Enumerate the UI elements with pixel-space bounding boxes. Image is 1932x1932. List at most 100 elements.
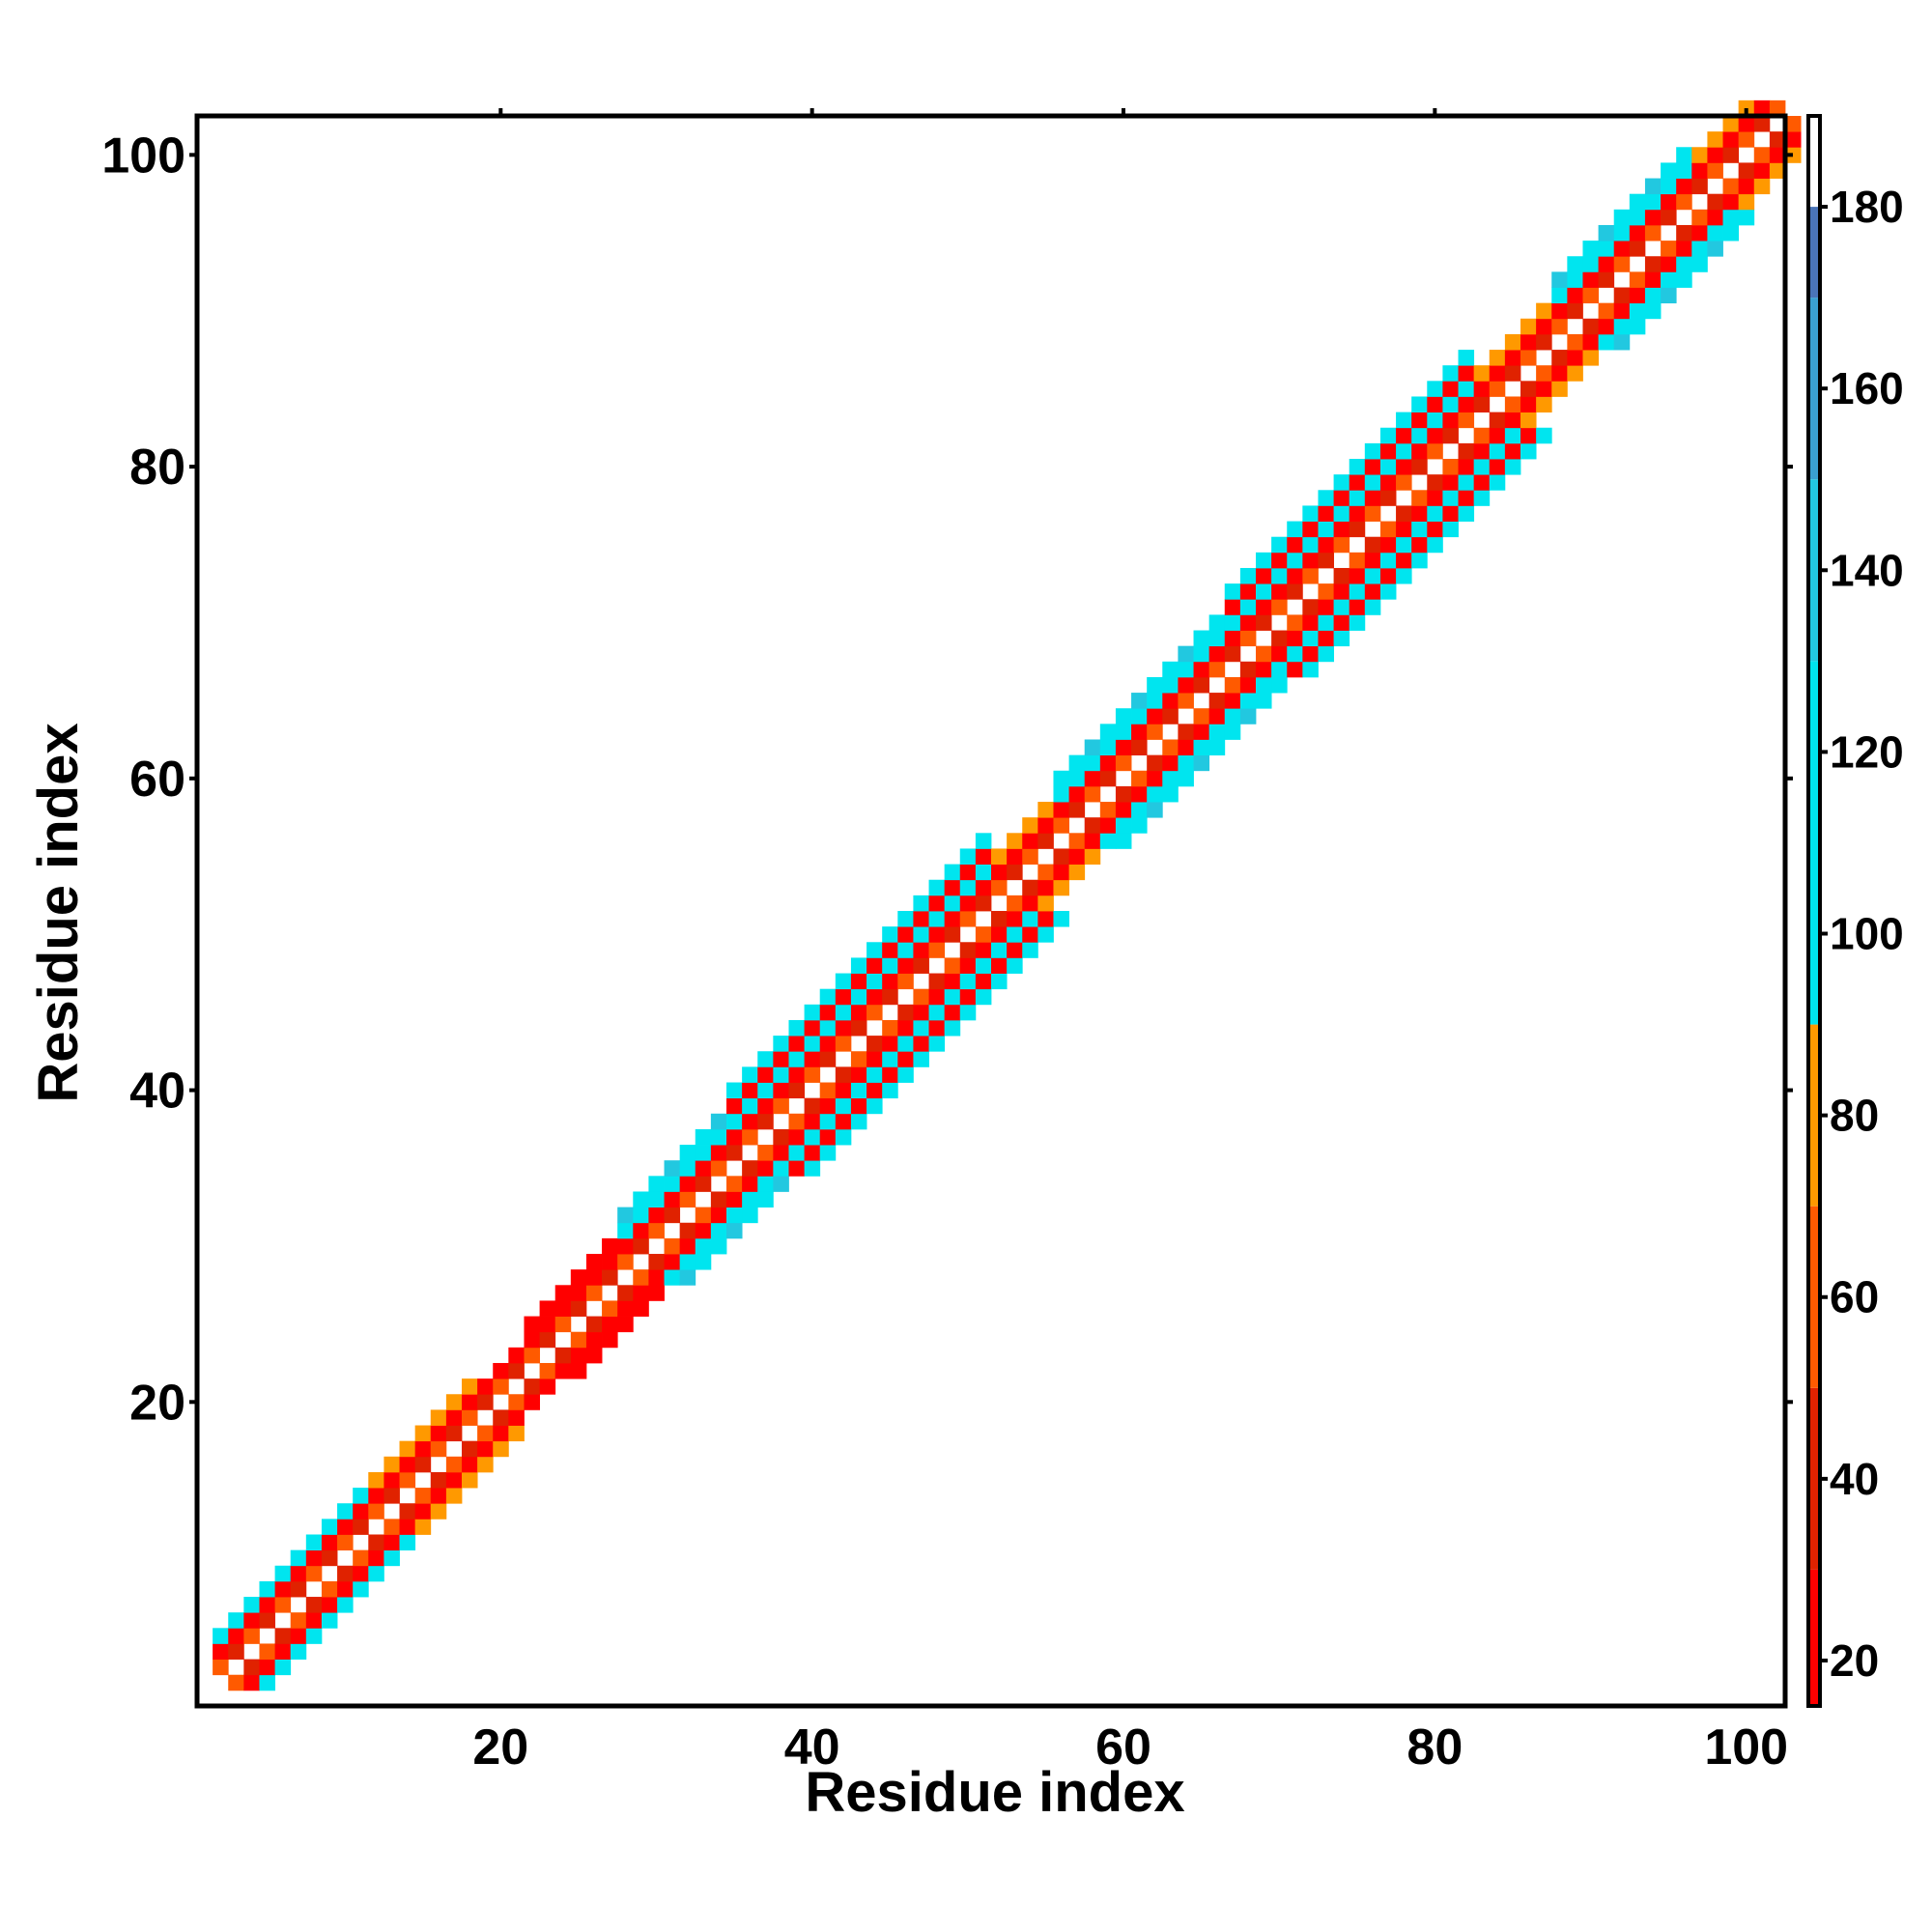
contact-cell: [757, 1066, 774, 1083]
contact-cell: [726, 1191, 743, 1208]
contact-cell: [554, 1285, 572, 1301]
contact-cell: [850, 1004, 867, 1021]
contact-cell: [928, 879, 946, 896]
contact-cell: [1661, 241, 1677, 257]
contact-cell: [384, 1456, 400, 1473]
contact-cell: [1037, 817, 1054, 834]
contact-cell: [321, 1612, 338, 1629]
contact-cell: [664, 1254, 681, 1270]
contact-cell: [726, 1082, 743, 1099]
contact-cell: [1661, 193, 1677, 211]
contact-cell: [1115, 785, 1132, 803]
contact-cell: [1411, 552, 1428, 569]
contact-cell: [1427, 490, 1443, 506]
contact-cell: [928, 1004, 946, 1021]
contact-cell: [1007, 957, 1023, 974]
contact-cell: [913, 926, 929, 943]
contact-cell: [1536, 396, 1552, 413]
contact-cell: [1427, 505, 1443, 522]
x-tick-label: 60: [1095, 1719, 1151, 1776]
contact-cell: [819, 1097, 837, 1115]
contact-cell: [944, 1019, 961, 1037]
contact-cell: [414, 1456, 432, 1473]
contact-cell: [867, 1051, 883, 1067]
contact-cell: [1162, 739, 1179, 756]
contact-cell: [1007, 895, 1023, 912]
contact-cell: [664, 1176, 681, 1192]
contact-cell: [305, 1612, 323, 1629]
contact-cell: [1396, 567, 1412, 584]
contact-cell: [1333, 599, 1350, 615]
contact-cell: [773, 1036, 789, 1052]
contact-cell: [1536, 427, 1552, 444]
contact-cell: [867, 942, 883, 958]
contact-cell: [897, 926, 914, 943]
contact-cell: [695, 1222, 712, 1239]
contact-cell: [508, 1347, 525, 1364]
contact-cell: [1349, 474, 1366, 491]
contact-cell: [1162, 661, 1179, 678]
contact-cell: [1333, 536, 1350, 554]
contact-cell: [1458, 350, 1475, 366]
contact-cell: [928, 973, 946, 990]
contact-cell: [1458, 412, 1475, 429]
contact-cell: [991, 864, 1008, 881]
contact-cell: [819, 1082, 837, 1099]
colorbar-tick-label: 20: [1830, 1635, 1879, 1686]
contact-cell: [1629, 271, 1646, 288]
contact-cell: [975, 895, 992, 912]
contact-cell: [414, 1440, 432, 1458]
contact-cell: [819, 988, 837, 1006]
contact-cell: [1582, 318, 1599, 335]
contact-cell: [742, 1128, 758, 1146]
contact-cell: [399, 1471, 416, 1489]
contact-cell: [991, 879, 1008, 896]
contact-cell: [617, 1237, 634, 1255]
contact-cell: [664, 1207, 681, 1224]
colorbar-band: [1808, 1206, 1820, 1388]
contact-cell: [617, 1222, 634, 1239]
contact-cell: [1364, 599, 1381, 615]
contact-cell: [445, 1471, 463, 1489]
contact-cell: [695, 1145, 712, 1161]
contact-cell: [1691, 241, 1708, 257]
contact-cell: [1427, 396, 1443, 413]
contact-cell: [508, 1409, 525, 1426]
contact-cell: [1427, 381, 1443, 397]
contact-cell: [1256, 645, 1272, 663]
contact-cell: [602, 1237, 618, 1255]
contact-cell: [1411, 490, 1428, 506]
contact-cell: [290, 1628, 307, 1644]
contact-cell: [1239, 583, 1257, 600]
x-tick-label: 100: [1704, 1719, 1788, 1776]
contact-cell: [321, 1534, 338, 1551]
contact-cell: [1722, 116, 1740, 132]
contact-cell: [1115, 817, 1132, 834]
contact-cell: [617, 1254, 634, 1270]
contact-cell: [1396, 427, 1412, 444]
contact-cell: [991, 942, 1008, 958]
contact-cell: [368, 1488, 384, 1504]
contact-cell: [1349, 552, 1366, 569]
contact-cell: [1489, 474, 1506, 491]
contact-cell: [1427, 427, 1443, 444]
contact-cell: [1691, 162, 1708, 179]
contact-cell: [1271, 552, 1288, 569]
contact-cell: [1598, 256, 1615, 272]
contact-cell: [850, 1051, 867, 1067]
contact-cell: [1302, 630, 1319, 647]
contact-cell: [1302, 599, 1319, 615]
contact-cell: [710, 1128, 727, 1146]
contact-cell: [1442, 459, 1459, 475]
x-tick-label: 20: [472, 1719, 528, 1776]
contact-cell: [585, 1269, 603, 1286]
contact-cell: [773, 1145, 789, 1161]
contact-cell: [1520, 318, 1537, 335]
contact-cell: [1099, 724, 1117, 740]
contact-cell: [1224, 676, 1241, 694]
contact-cell: [648, 1176, 665, 1192]
contact-cell: [944, 973, 961, 990]
contact-cell: [274, 1565, 292, 1582]
contact-cell: [1442, 521, 1459, 538]
